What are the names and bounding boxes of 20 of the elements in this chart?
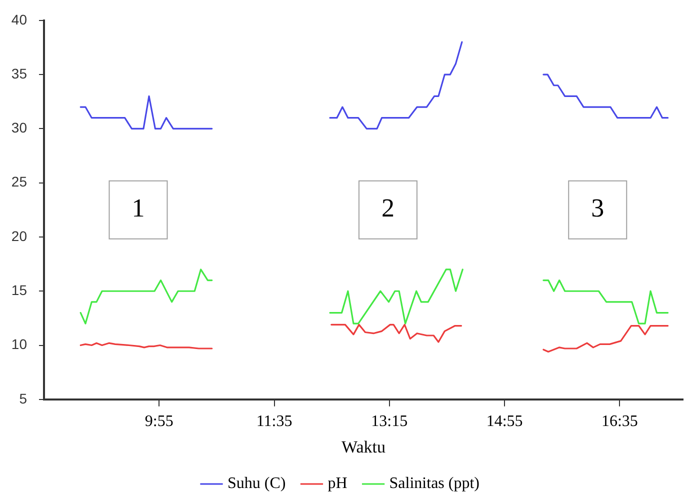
x-tick-label: 11:35 (256, 413, 292, 430)
legend-label: Suhu (C) (228, 475, 286, 492)
annotation: 3 (591, 194, 604, 223)
legend-label: Salinitas (ppt) (389, 475, 480, 492)
y-tick-label: 40 (11, 11, 28, 28)
y-tick-label: 10 (11, 336, 28, 352)
annotation: 2 (381, 194, 394, 223)
y-tick-label: 30 (11, 120, 28, 136)
x-tick-label: 16:35 (601, 413, 638, 430)
x-tick-label: 14:55 (486, 413, 523, 430)
x-tick-label: 9:55 (144, 413, 174, 430)
y-tick-label: 15 (11, 282, 28, 298)
x-axis-title: Waktu (342, 437, 386, 456)
y-tick-label: 5 (19, 390, 28, 406)
x-tick-label: 13:15 (371, 413, 408, 430)
annotation: 1 (132, 194, 145, 223)
y-tick-label: 25 (11, 174, 28, 190)
legend-label: pH (328, 475, 348, 492)
y-tick-label: 35 (11, 65, 28, 82)
y-tick-label: 20 (11, 228, 28, 244)
